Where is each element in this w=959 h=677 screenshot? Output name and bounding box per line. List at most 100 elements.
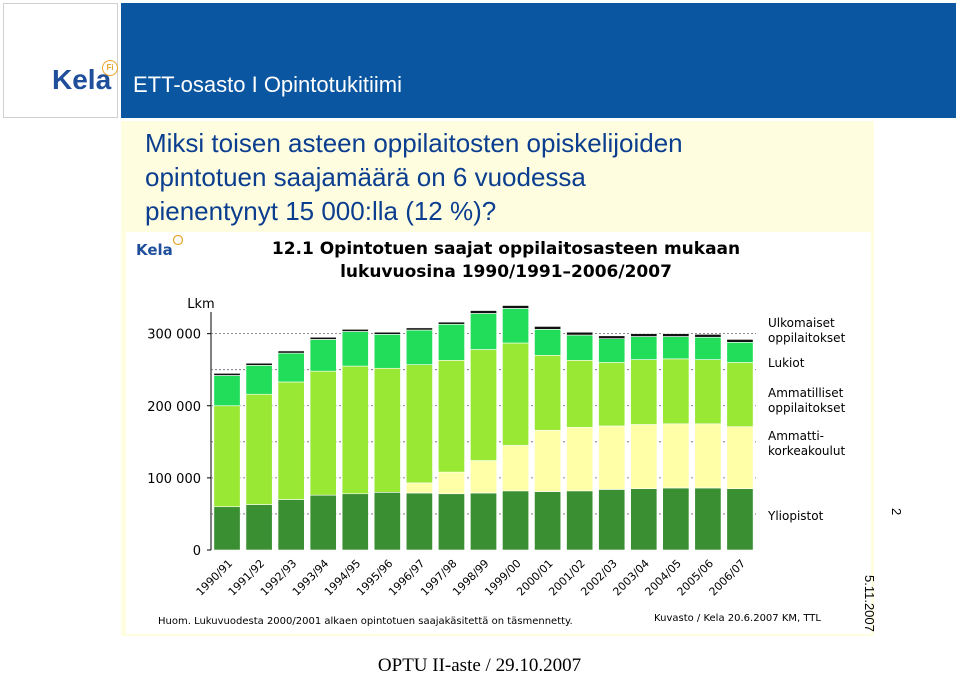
bar-segment — [566, 427, 594, 492]
x-axis-ticks: 1990/911991/921992/931993/941994/951995/… — [194, 557, 748, 599]
chart-subtitle: lukuvuosina 1990/1991–2006/2007 — [340, 262, 672, 282]
bar-segment — [245, 393, 273, 505]
bar-segment — [502, 445, 530, 492]
bar-segment — [662, 358, 690, 425]
bar-segment — [534, 429, 562, 492]
legend-entry: oppilaitokset — [768, 331, 846, 345]
bar-segment — [470, 492, 497, 551]
bar-segment — [726, 341, 754, 363]
y-axis-ticks: 0 100 000 200 000 300 000 — [147, 328, 211, 559]
legend-entry: oppilaitokset — [768, 401, 846, 415]
bar-segment — [277, 381, 305, 500]
fi-badge-icon: Fi — [102, 60, 118, 76]
legend-entry: Ammatilliset — [768, 386, 844, 400]
title-line-3: pienentynyt 15 000:lla (12 %)? — [145, 196, 497, 226]
bar-segment — [341, 365, 369, 495]
bar-segment — [213, 405, 241, 508]
chart-source: Kuvasto / Kela 20.6.2007 KM, TTL — [654, 613, 821, 624]
bar-segment — [373, 334, 401, 369]
y-tick-label: 300 000 — [147, 328, 201, 343]
bar-segment — [502, 342, 530, 446]
slide-footer: OPTU II-aste / 29.10.2007 — [377, 655, 582, 676]
bar-segment — [373, 492, 401, 551]
slide-header: Kela Fi ETT-osasto I Opintotukitiimi — [0, 0, 959, 120]
bar-segment — [373, 367, 401, 493]
bar-segment — [213, 375, 241, 407]
bar-segment — [309, 339, 337, 372]
bar-segment — [662, 333, 690, 337]
bar-segment — [470, 310, 497, 314]
bar-segment — [726, 426, 754, 489]
legend-entry: Ulkomaiset — [768, 316, 835, 330]
bar-segment — [566, 360, 594, 428]
bar-segment — [277, 499, 305, 551]
bar-segment — [662, 336, 690, 360]
bar-segment — [534, 329, 562, 356]
title-line-2: opintotuen saajamäärä on 6 vuodessa — [145, 162, 586, 192]
bar-segment — [662, 423, 690, 489]
bar-segment — [726, 362, 754, 427]
bar-segment — [502, 308, 530, 344]
bar-segment — [598, 362, 626, 427]
bar-segment — [437, 471, 465, 495]
bar-segment — [245, 365, 273, 395]
legend: UlkomaisetoppilaitoksetLukiotAmmatillise… — [767, 316, 846, 523]
kela-logo-text: Kela — [52, 64, 112, 95]
bar-segment — [630, 488, 658, 551]
bar-segment — [373, 331, 401, 335]
bar-segment — [502, 305, 530, 309]
chart-logo-badge-icon — [172, 234, 184, 246]
bar-segment — [309, 336, 337, 340]
y-tick-label: 0 — [193, 544, 201, 559]
bar-segment — [598, 489, 626, 551]
legend-entry: korkeakoulut — [768, 444, 845, 458]
y-tick-label: 200 000 — [147, 400, 201, 415]
chart-title: 12.1 Opintotuen saajat oppilaitosasteen … — [272, 239, 740, 259]
bar-segment — [598, 335, 626, 339]
legend-entry: Lukiot — [768, 356, 805, 370]
bar-segment — [470, 313, 497, 350]
bar-segment — [213, 506, 241, 551]
bar-segment — [502, 490, 530, 551]
bar-segment — [534, 326, 562, 330]
chart-logo: Kela — [136, 234, 184, 259]
bar-segment — [245, 362, 273, 366]
bar-segment — [405, 482, 433, 494]
bar-segment — [726, 339, 754, 343]
bar-segment — [662, 487, 690, 551]
bar-segment — [437, 493, 465, 551]
bar-segment — [598, 338, 626, 363]
bar-segment — [566, 331, 594, 336]
y-tick-label: 100 000 — [147, 472, 201, 487]
bar-segment — [630, 333, 658, 337]
bar-segment — [630, 359, 658, 425]
bar-segment — [277, 350, 305, 354]
bar-segment — [630, 424, 658, 489]
header-bar — [121, 3, 956, 118]
legend-entry: Ammatti- — [768, 429, 824, 443]
bar-segment — [470, 460, 497, 494]
chart-logo-text: Kela — [136, 241, 173, 259]
bar-segment — [341, 329, 369, 332]
bar-segment — [405, 364, 433, 484]
bar-segment — [309, 494, 337, 551]
bars — [213, 305, 754, 551]
legend-entry: Yliopistot — [767, 509, 824, 523]
bar-segment — [405, 329, 433, 365]
bar-segment — [405, 327, 433, 331]
bar-segment — [694, 423, 722, 489]
bar-segment — [694, 336, 722, 360]
bar-segment — [437, 323, 465, 361]
bar-segment — [566, 490, 594, 551]
kela-logo — [3, 3, 118, 118]
bar-segment — [213, 373, 241, 376]
bar-segment — [341, 331, 369, 367]
bar-segment — [534, 354, 562, 431]
chart-panel: Kela 12.1 Opintotuen saajat oppilaitosas… — [126, 232, 871, 634]
bar-segment — [405, 492, 433, 551]
slide-date: 5.11.2007 — [862, 575, 877, 632]
bar-segment — [598, 425, 626, 490]
department-title: ETT-osasto I Opintotukitiimi — [133, 72, 402, 97]
chart-note: Huom. Lukuvuodesta 2000/2001 alkaen opin… — [158, 616, 573, 627]
bar-segment — [437, 321, 465, 325]
